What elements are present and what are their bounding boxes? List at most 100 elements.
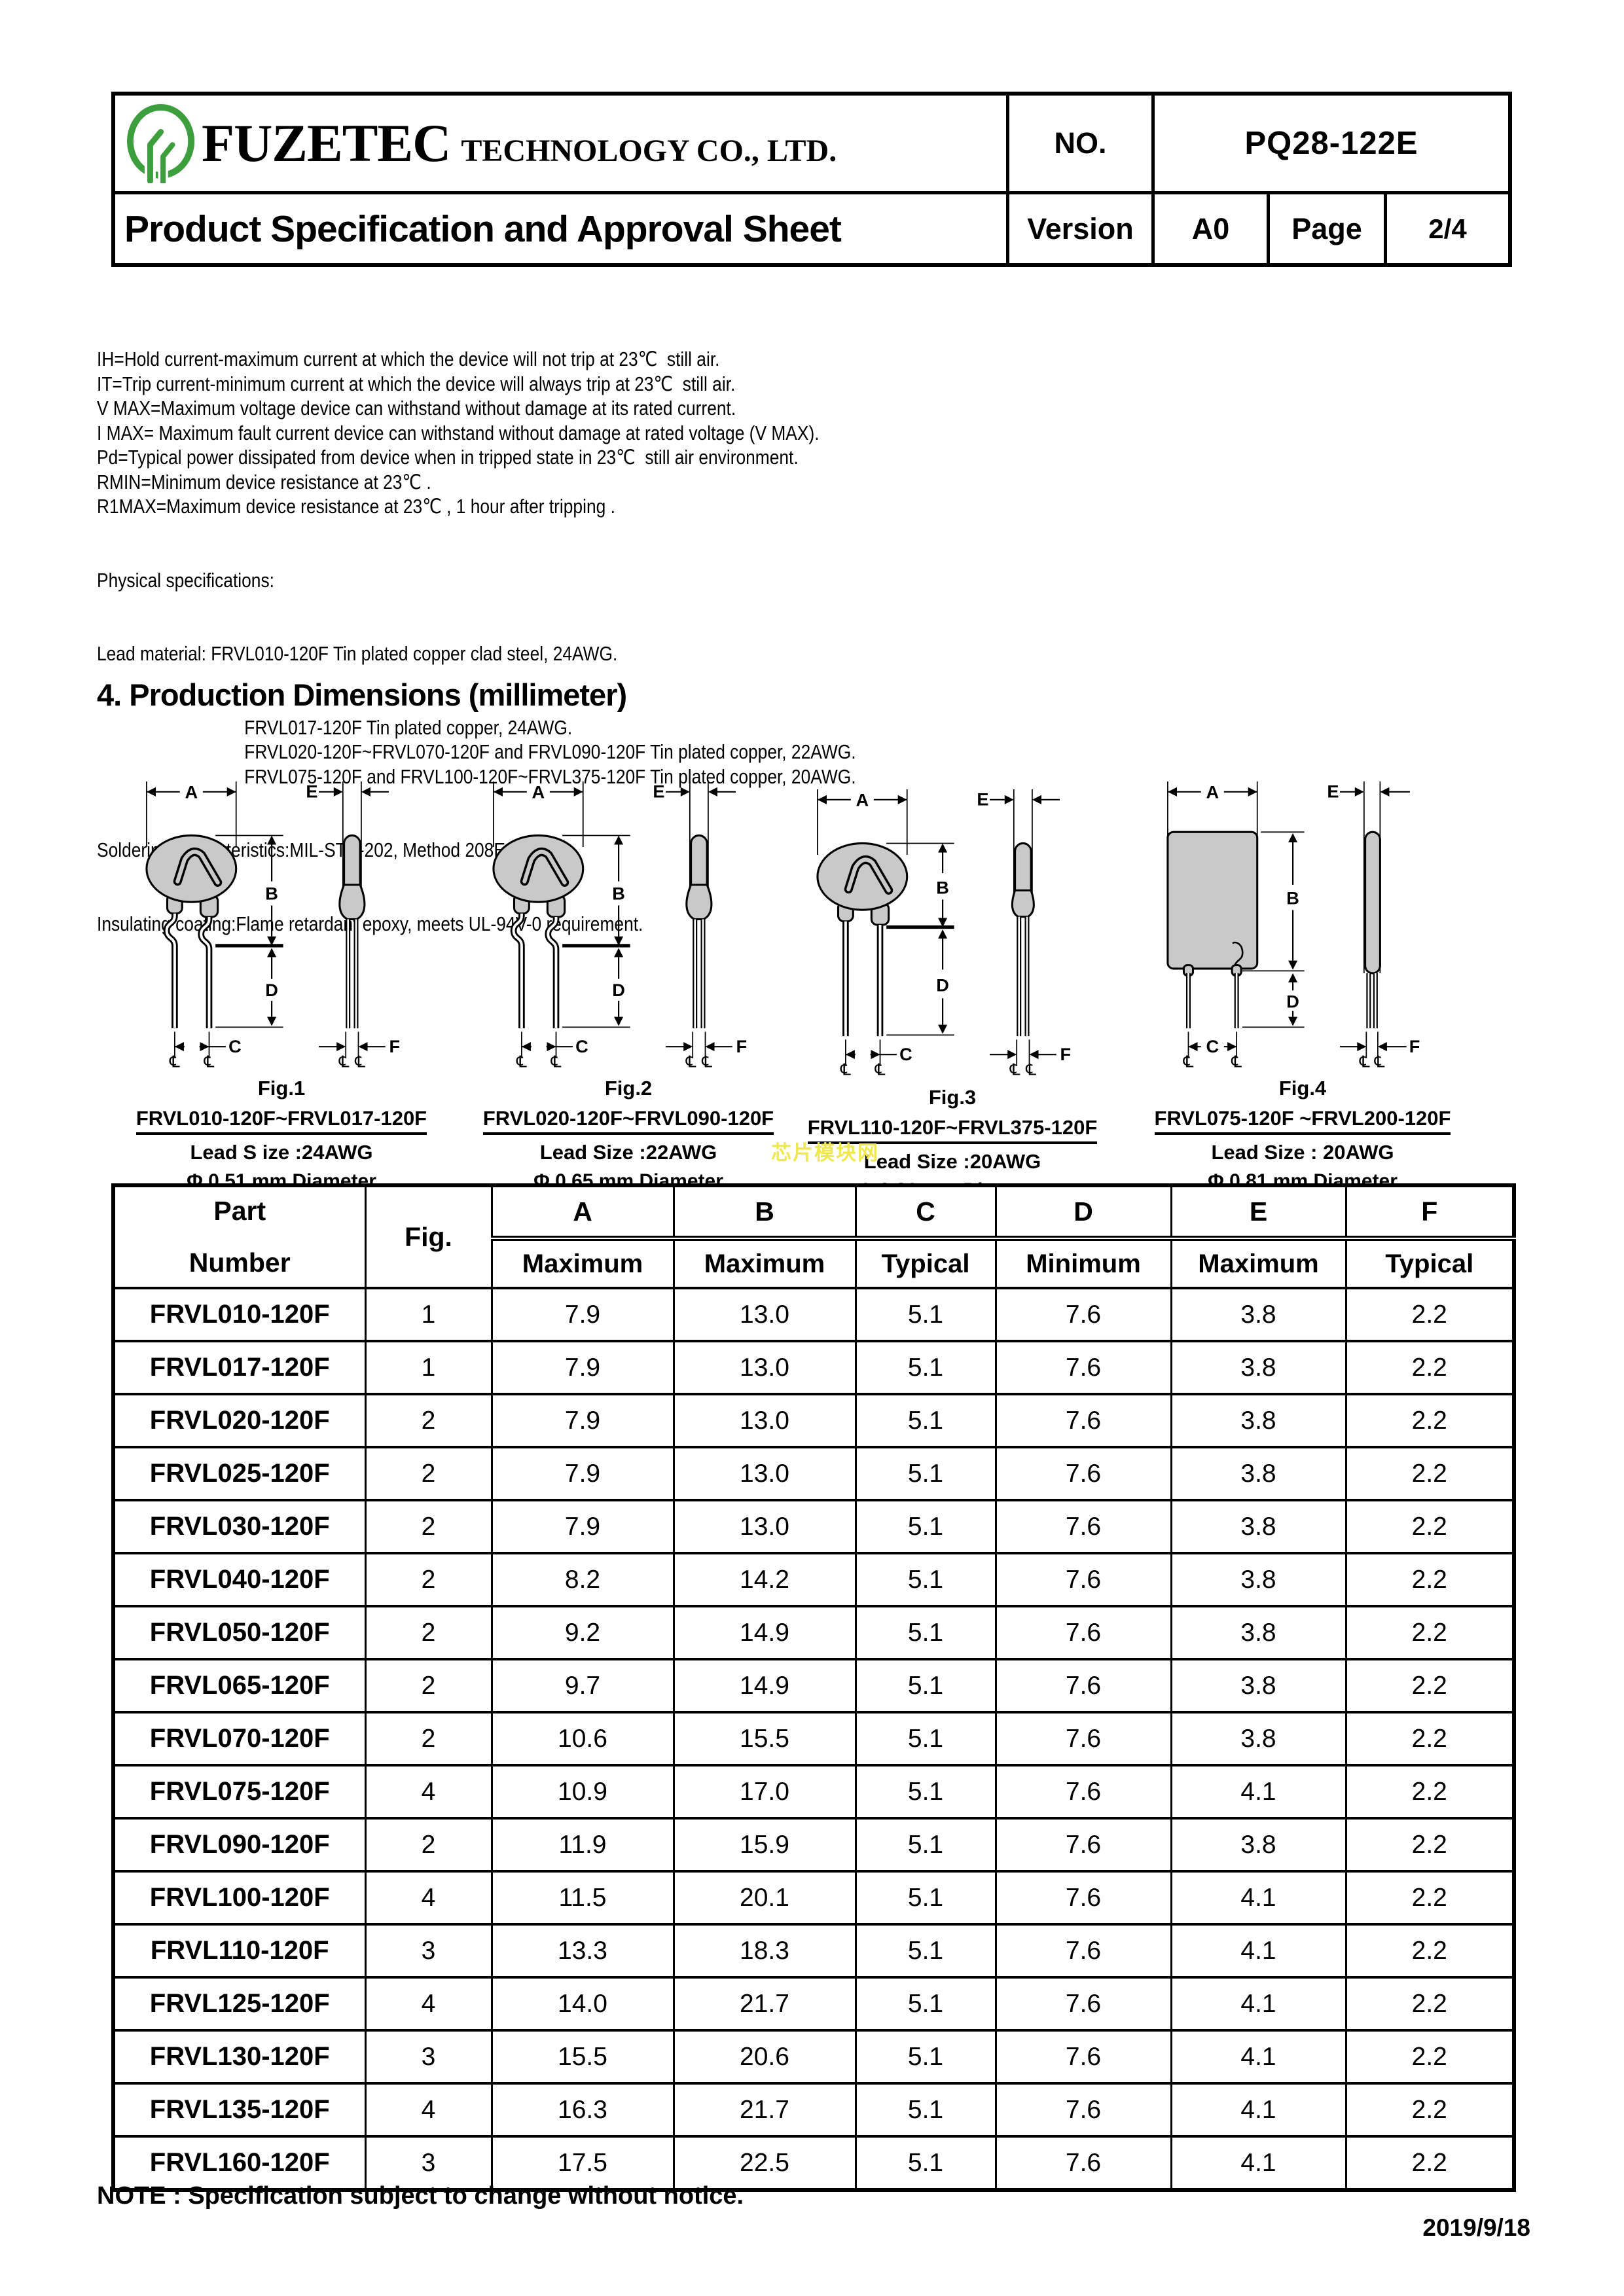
part-header-line1: Part	[213, 1195, 266, 1226]
cell-f: 2.2	[1344, 1287, 1515, 1342]
cell-a: 16.3	[490, 2082, 675, 2138]
cell-a: 11.9	[490, 1817, 675, 1873]
cell-a: 10.9	[490, 1764, 675, 1820]
cell-c: 5.1	[854, 1446, 997, 1501]
cell-a: 11.5	[490, 1870, 675, 1926]
definition-line: Pd=Typical power dissipated from device …	[97, 446, 799, 469]
definition-line: I MAX= Maximum fault current device can …	[97, 421, 820, 444]
document-header: FUZETEC TECHNOLOGY CO., LTD. NO. PQ28-122…	[111, 92, 1512, 267]
figure-part-range-wrap: FRVL075-120F ~FRVL200-120F	[1132, 1107, 1473, 1135]
definition-line: IH=Hold current-maximum current at which…	[97, 348, 720, 370]
company-name-suffix: TECHNOLOGY CO., LTD.	[461, 134, 837, 168]
figure-part-range-wrap: FRVL110-120F~FRVL375-120F	[782, 1116, 1123, 1144]
figure-label: Fig.3	[928, 1086, 977, 1109]
lead-material-line: FRVL017-120F Tin plated copper, 24AWG.	[244, 715, 573, 739]
cell-fig: 3	[364, 2135, 493, 2191]
cell-b: 15.5	[672, 1711, 857, 1767]
table-row: FRVL090-120F 2 11.9 15.9 5.1 7.6 3.8 2.2	[112, 1817, 1515, 1873]
version-value: A0	[1151, 194, 1267, 263]
cell-c: 5.1	[854, 1923, 997, 1979]
cell-d: 7.6	[994, 2135, 1172, 2191]
company-name-main: FUZETEC	[202, 113, 451, 173]
cell-b: 13.0	[672, 1499, 857, 1554]
column-header-b: B	[672, 1184, 857, 1241]
cell-d: 7.6	[994, 1287, 1172, 1342]
cell-e: 4.1	[1170, 1870, 1347, 1926]
cell-part-number: FRVL017-120F	[112, 1340, 367, 1395]
cell-part-number: FRVL070-120F	[112, 1711, 367, 1767]
cell-c: 5.1	[854, 1711, 997, 1767]
column-header-d: D	[994, 1184, 1172, 1241]
table-row: FRVL010-120F 1 7.9 13.0 5.1 7.6 3.8 2.2	[112, 1287, 1515, 1342]
figure-caption: Fig.3 FRVL110-120F~FRVL375-120F Lead Siz…	[782, 1086, 1123, 1202]
figure-label: Fig.1	[257, 1077, 306, 1100]
cell-f: 2.2	[1344, 1393, 1515, 1448]
column-header-f: F	[1344, 1184, 1515, 1241]
lead-material-line: Lead material: FRVL010-120F Tin plated c…	[97, 642, 618, 665]
dimensions-table-body: FRVL010-120F 1 7.9 13.0 5.1 7.6 3.8 2.2 …	[112, 1287, 1515, 2191]
cell-b: 13.0	[672, 1446, 857, 1501]
cell-e: 4.1	[1170, 1764, 1347, 1820]
table-row: FRVL040-120F 2 8.2 14.2 5.1 7.6 3.8 2.2	[112, 1552, 1515, 1607]
cell-a: 13.3	[490, 1923, 675, 1979]
table-row: FRVL130-120F 3 15.5 20.6 5.1 7.6 4.1 2.2	[112, 2029, 1515, 2085]
cell-d: 7.6	[994, 1923, 1172, 1979]
cell-part-number: FRVL030-120F	[112, 1499, 367, 1554]
cell-f: 2.2	[1344, 1976, 1515, 2032]
lead-material-line: FRVL020-120F~FRVL070-120F and FRVL090-12…	[244, 740, 856, 763]
cell-d: 7.6	[994, 1817, 1172, 1873]
cell-fig: 4	[364, 1870, 493, 1926]
no-label: NO.	[1006, 96, 1151, 191]
cell-b: 13.0	[672, 1393, 857, 1448]
cell-a: 8.2	[490, 1552, 675, 1607]
figure-3-drawing	[799, 780, 1106, 1079]
cell-d: 7.6	[994, 2029, 1172, 2085]
part-header-line2: Number	[189, 1247, 291, 1278]
cell-f: 2.2	[1344, 1499, 1515, 1554]
page-value: 2/4	[1384, 194, 1508, 263]
cell-d: 7.6	[994, 1658, 1172, 1713]
cell-fig: 2	[364, 1446, 493, 1501]
cell-b: 15.9	[672, 1817, 857, 1873]
cell-d: 7.6	[994, 1764, 1172, 1820]
cell-d: 7.6	[994, 1711, 1172, 1767]
cell-f: 2.2	[1344, 1817, 1515, 1873]
cell-f: 2.2	[1344, 2029, 1515, 2085]
table-row: FRVL065-120F 2 9.7 14.9 5.1 7.6 3.8 2.2	[112, 1658, 1515, 1713]
cell-c: 5.1	[854, 1976, 997, 2032]
cell-fig: 4	[364, 1976, 493, 2032]
table-row: FRVL017-120F 1 7.9 13.0 5.1 7.6 3.8 2.2	[112, 1340, 1515, 1395]
cell-fig: 3	[364, 1923, 493, 1979]
cell-c: 5.1	[854, 1658, 997, 1713]
table-row: FRVL135-120F 4 16.3 21.7 5.1 7.6 4.1 2.2	[112, 2082, 1515, 2138]
figure-label: Fig.4	[1278, 1077, 1327, 1100]
cell-e: 3.8	[1170, 1287, 1347, 1342]
cell-c: 5.1	[854, 1817, 997, 1873]
header-row-1: FUZETEC TECHNOLOGY CO., LTD. NO. PQ28-122…	[115, 96, 1508, 194]
cell-part-number: FRVL130-120F	[112, 2029, 367, 2085]
cell-part-number: FRVL025-120F	[112, 1446, 367, 1501]
figure-lead-size: Lead Size :20AWG	[863, 1150, 1041, 1173]
cell-part-number: FRVL075-120F	[112, 1764, 367, 1820]
column-header-a: A	[490, 1184, 675, 1241]
cell-fig: 2	[364, 1552, 493, 1607]
cell-e: 3.8	[1170, 1393, 1347, 1448]
figure-2-drawing	[475, 772, 782, 1071]
sheet-title: Product Specification and Approval Sheet	[124, 207, 842, 250]
document-date: 2019/9/18	[1422, 2214, 1530, 2241]
figure-4-drawing	[1149, 772, 1456, 1071]
cell-a: 7.9	[490, 1393, 675, 1448]
cell-part-number: FRVL125-120F	[112, 1976, 367, 2032]
cell-a: 9.7	[490, 1658, 675, 1713]
table-row: FRVL050-120F 2 9.2 14.9 5.1 7.6 3.8 2.2	[112, 1605, 1515, 1660]
cell-b: 14.2	[672, 1552, 857, 1607]
column-header-c: C	[854, 1184, 997, 1241]
cell-c: 5.1	[854, 1870, 997, 1926]
cell-e: 3.8	[1170, 1552, 1347, 1607]
cell-c: 5.1	[854, 1552, 997, 1607]
figure-caption: Fig.1 FRVL010-120F~FRVL017-120F Lead S i…	[111, 1077, 452, 1193]
cell-b: 21.7	[672, 1976, 857, 2032]
cell-f: 2.2	[1344, 1340, 1515, 1395]
spec-notes: IH=Hold current-maximum current at which…	[97, 298, 1543, 985]
